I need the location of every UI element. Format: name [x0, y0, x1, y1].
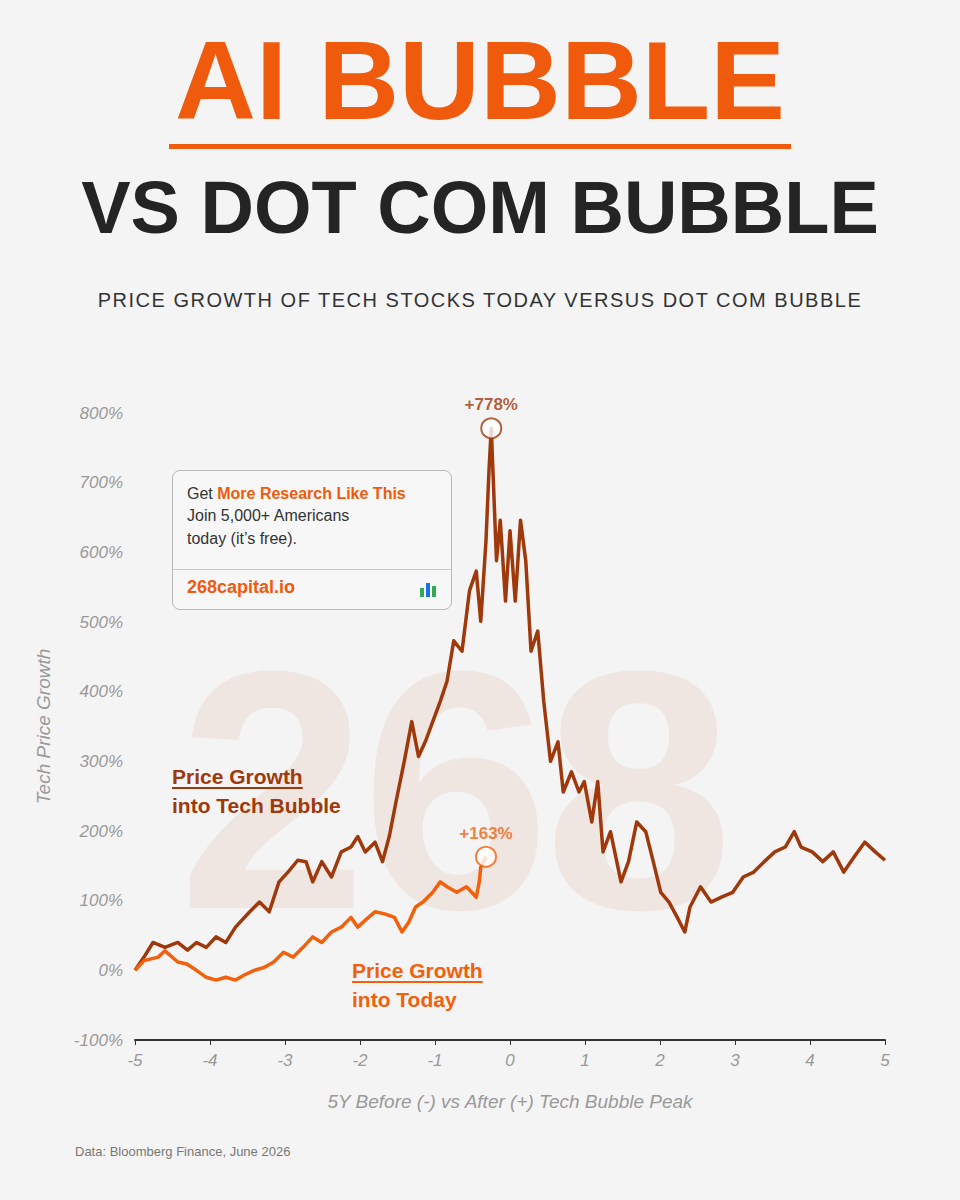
svg-text:600%: 600% — [80, 543, 123, 562]
svg-text:2: 2 — [654, 1051, 665, 1070]
svg-text:+778%: +778% — [465, 395, 518, 414]
svg-text:0: 0 — [505, 1051, 515, 1070]
svg-text:300%: 300% — [80, 752, 123, 771]
svg-text:-4: -4 — [202, 1051, 217, 1070]
svg-text:-5: -5 — [127, 1051, 143, 1070]
svg-text:200%: 200% — [79, 822, 123, 841]
svg-text:4: 4 — [805, 1051, 814, 1070]
svg-text:-3: -3 — [277, 1051, 293, 1070]
svg-text:5: 5 — [880, 1051, 890, 1070]
svg-text:-2: -2 — [352, 1051, 368, 1070]
svg-text:800%: 800% — [80, 404, 123, 423]
svg-text:100%: 100% — [80, 891, 123, 910]
svg-text:700%: 700% — [80, 473, 123, 492]
svg-text:3: 3 — [730, 1051, 740, 1070]
svg-text:0%: 0% — [98, 961, 123, 980]
svg-text:5Y Before (-) vs After (+) Tec: 5Y Before (-) vs After (+) Tech Bubble P… — [327, 1091, 694, 1112]
svg-text:1: 1 — [580, 1051, 589, 1070]
svg-text:-1: -1 — [427, 1051, 442, 1070]
svg-text:500%: 500% — [80, 613, 123, 632]
svg-text:+163%: +163% — [459, 824, 512, 843]
svg-text:Tech Price Growth: Tech Price Growth — [33, 649, 54, 805]
svg-text:400%: 400% — [80, 682, 123, 701]
svg-text:-100%: -100% — [74, 1031, 123, 1050]
